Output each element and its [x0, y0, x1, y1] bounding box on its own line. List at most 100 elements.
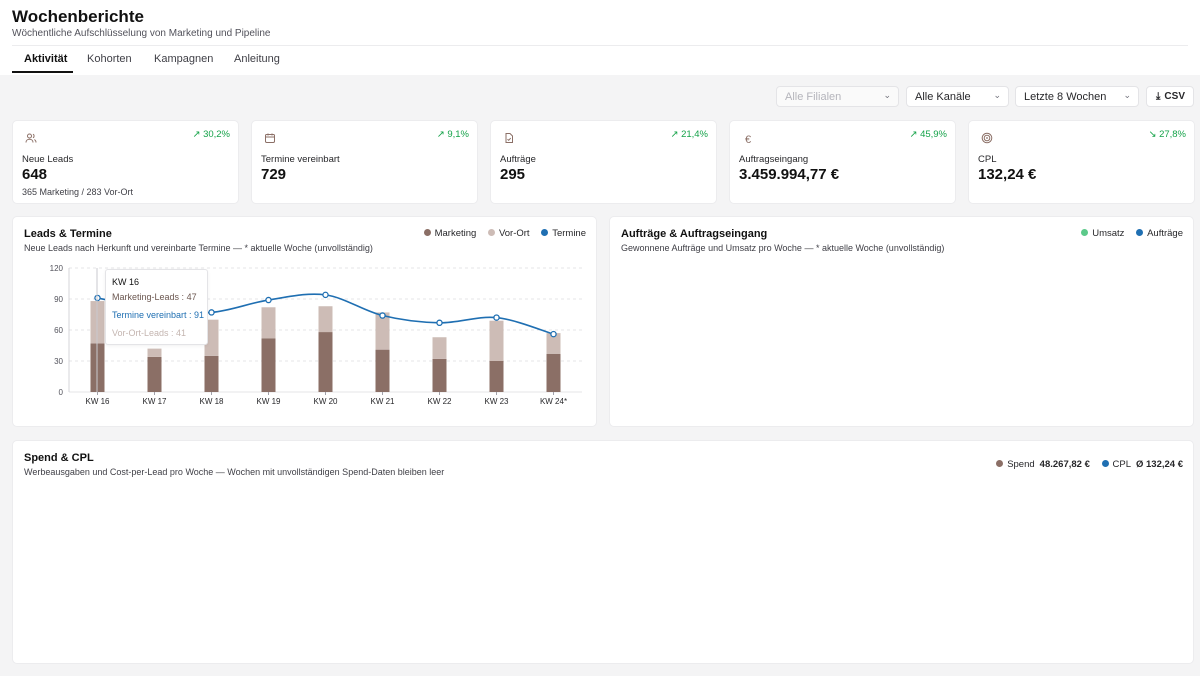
bar-vor-ort	[489, 320, 504, 361]
legend-label: Spend	[1007, 459, 1035, 470]
kpi-value: 3.459.994,77 €	[739, 166, 840, 183]
tab-kohorten[interactable]: Kohorten	[87, 53, 132, 65]
legend-item[interactable]: Aufträge	[1136, 228, 1183, 239]
legend-summary: Ø 132,24 €	[1135, 459, 1183, 470]
chart-tooltip: KW 16 Marketing-Leads : 47 Termine verei…	[105, 269, 208, 345]
x-tick-label: KW 23	[484, 397, 509, 406]
bar-marketing	[432, 358, 447, 392]
page-title: Wochenberichte	[12, 7, 144, 26]
csv-button-label: CSV	[1164, 91, 1185, 102]
kpi-label: Auftragseingang	[739, 154, 809, 165]
legend-dot	[996, 460, 1004, 467]
legend-item[interactable]: Umsatz	[1081, 228, 1124, 239]
chevron-down-icon: ⌄	[993, 90, 1001, 100]
branch-select[interactable]: Alle Filialen ⌄	[776, 86, 899, 107]
kpi-trend-value: 27,8%	[1159, 129, 1186, 140]
bar-marketing	[204, 355, 219, 392]
chevron-down-icon: ⌄	[1123, 90, 1131, 100]
bar-marketing	[489, 361, 504, 392]
channel-select[interactable]: Alle Kanäle ⌄	[906, 86, 1009, 107]
legend-dot	[541, 229, 549, 236]
bar-vor-ort	[147, 348, 162, 357]
chart-card-auftraege	[609, 216, 1194, 427]
tooltip-label: Termine vereinbart	[112, 310, 187, 320]
kpi-card-termine: ↗ 9,1% Termine vereinbart 729	[251, 120, 478, 204]
legend-dot	[1101, 460, 1109, 467]
target-icon	[979, 132, 995, 148]
x-tick-label: KW 16	[85, 397, 110, 406]
bar-vor-ort	[261, 307, 276, 339]
tab-kampagnen[interactable]: Kampagnen	[154, 53, 214, 65]
point-termine	[379, 312, 386, 319]
bar-marketing	[375, 349, 390, 392]
legend-dot	[1081, 229, 1089, 236]
x-tick-label: KW 17	[142, 397, 167, 406]
channel-select-value: Alle Kanäle	[915, 91, 971, 103]
range-select-value: Letzte 8 Wochen	[1024, 91, 1107, 103]
kpi-trend-value: 9,1%	[447, 129, 469, 140]
kpi-label: Neue Leads	[22, 154, 74, 165]
chart-title: Aufträge & Auftragseingang	[621, 228, 768, 240]
bar-marketing	[546, 353, 561, 392]
point-termine	[322, 291, 329, 299]
kpi-value: 729	[261, 166, 287, 183]
legend-dot	[423, 229, 431, 236]
y-tick-label: 90	[54, 295, 63, 304]
tooltip-title: KW 16	[112, 277, 140, 287]
y-tick-label: 60	[54, 326, 63, 335]
euro-icon: €	[744, 134, 752, 146]
csv-export-button[interactable]: ⤓ CSV	[1146, 86, 1194, 107]
legend-item[interactable]: Spend 48.267,82 €	[996, 459, 1090, 470]
tab-anleitung[interactable]: Anleitung	[234, 53, 280, 65]
chart-legend: Marketing Vor-Ort Termine	[415, 228, 586, 239]
chart-subtitle: Werbeausgaben und Cost-per-Lead pro Woch…	[24, 467, 445, 477]
download-icon: ⤓	[1156, 91, 1161, 102]
legend-item[interactable]: Marketing	[423, 228, 476, 239]
x-tick-label: KW 22	[427, 397, 452, 406]
tooltip-label: Marketing-Leads	[112, 292, 180, 302]
tabs-divider	[12, 45, 1188, 46]
kpi-label: CPL	[978, 154, 997, 165]
legend-label: Aufträge	[1147, 228, 1183, 239]
chart-subtitle: Neue Leads nach Herkunft und vereinbarte…	[24, 243, 373, 253]
bar-vor-ort	[318, 306, 333, 333]
chevron-down-icon: ⌄	[883, 90, 891, 100]
legend-item[interactable]: Termine	[541, 228, 586, 239]
tooltip-marketing: Marketing-Leads : 47	[112, 292, 197, 302]
range-select[interactable]: Letzte 8 Wochen ⌄	[1015, 86, 1139, 107]
kpi-card-auftraege: ↗ 21,4% Aufträge 295	[490, 120, 717, 204]
kpi-label: Termine vereinbart	[261, 154, 340, 165]
chart-legend: Umsatz Aufträge	[1072, 228, 1183, 239]
kpi-trend-value: 45,9%	[920, 129, 947, 140]
calendar-icon	[262, 132, 278, 148]
tooltip-value: 47	[186, 292, 197, 302]
x-tick-label: KW 19	[256, 397, 281, 406]
kpi-value: 648	[22, 166, 48, 183]
tab-aktivitaet[interactable]: Aktivität	[24, 53, 68, 65]
document-icon	[501, 132, 517, 148]
kpi-trend: ↗ 45,9%	[909, 129, 947, 140]
bar-marketing	[318, 332, 333, 392]
users-icon	[23, 132, 39, 148]
chart-title: Leads & Termine	[24, 228, 112, 240]
kpi-value: 132,24 €	[978, 166, 1037, 183]
kpi-label: Aufträge	[500, 154, 536, 165]
kpi-trend: ↗ 30,2%	[192, 129, 230, 140]
legend-item[interactable]: Vor-Ort	[487, 228, 530, 239]
kpi-trend-value: 30,2%	[203, 129, 230, 140]
bar-vor-ort	[375, 312, 390, 350]
active-tab-indicator	[12, 71, 73, 73]
point-termine	[265, 296, 272, 304]
point-termine	[436, 319, 443, 327]
branch-select-placeholder: Alle Filialen	[785, 91, 842, 103]
legend-label: CPL	[1112, 459, 1131, 470]
legend-item[interactable]: CPL Ø 132,24 €	[1101, 459, 1183, 470]
point-termine	[550, 330, 557, 338]
legend-summary: 48.267,82 €	[1039, 459, 1090, 470]
y-tick-label: 30	[54, 357, 63, 366]
bar-marketing	[147, 356, 162, 392]
bar-vor-ort	[204, 319, 219, 356]
legend-dot	[487, 229, 495, 236]
point-termine	[208, 309, 215, 316]
legend-label: Vor-Ort	[498, 228, 530, 239]
